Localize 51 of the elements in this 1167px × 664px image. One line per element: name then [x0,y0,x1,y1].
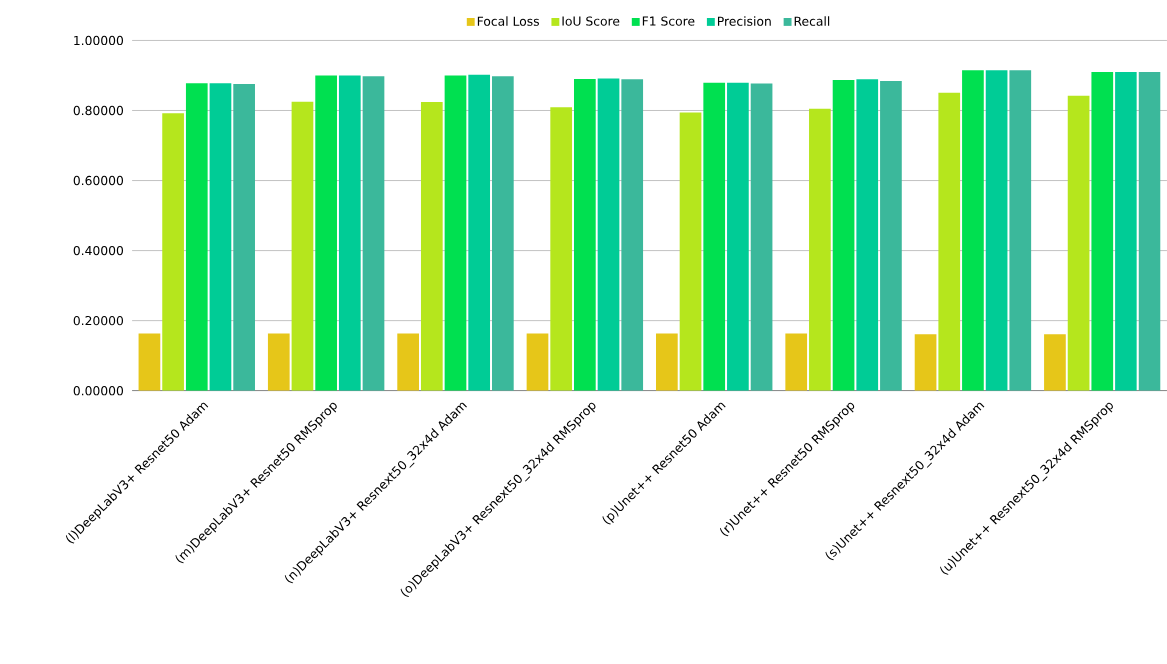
bar [597,78,620,391]
bar [315,75,337,391]
bar [162,113,184,391]
bar [621,79,644,391]
bar [338,75,361,391]
bar [420,102,443,391]
bar [492,76,514,391]
bar [880,81,902,391]
bar [938,92,961,391]
legend-label: Recall [794,16,830,26]
bar [703,82,726,391]
y-tick-label: 0.00000 [73,386,124,396]
bar [750,83,773,391]
bar [1091,71,1114,391]
bar [832,80,855,391]
bar [914,334,937,391]
bar [1138,71,1161,391]
bar [985,70,1008,391]
legend-label: Precision [717,16,771,26]
bar [1067,95,1090,391]
legend-label: Focal Loss [477,16,539,26]
bar [397,333,419,391]
bar [468,74,491,391]
y-tick-label: 0.20000 [73,315,124,326]
bar [1009,70,1032,391]
bar [291,101,314,391]
legend-label: F1 Score [642,16,695,26]
y-tick-label: 0.60000 [73,175,124,186]
y-tick-label: 0.80000 [73,105,124,116]
bar [526,333,549,391]
legend-label: IoU Score [562,16,620,26]
bar [727,82,749,391]
bar [1044,334,1066,391]
bar [785,333,808,391]
bar [550,107,573,391]
bar [233,83,255,391]
bar [267,333,290,391]
y-tick-label: 0.40000 [73,245,124,256]
bar [185,83,208,391]
bar [1115,71,1137,391]
bar [809,108,831,391]
y-tick-label: 1.00000 [74,35,124,46]
bar [574,78,596,391]
bar [362,76,385,391]
bar [138,333,161,391]
bar [856,79,879,391]
bar [209,83,232,391]
bar [679,112,702,391]
bar [962,70,984,391]
bar [656,333,678,391]
bar [444,75,467,391]
